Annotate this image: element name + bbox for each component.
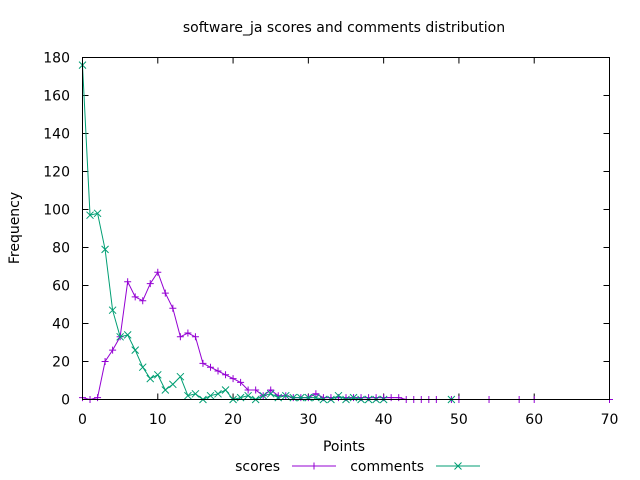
x-axis-label: Points bbox=[323, 439, 365, 455]
data-point-comments bbox=[123, 331, 132, 339]
data-point-comments bbox=[266, 389, 275, 398]
x-tick-label: 40 bbox=[375, 412, 393, 428]
x-tick-label: 20 bbox=[224, 412, 242, 428]
data-point-comments bbox=[214, 389, 222, 398]
series-line-comments bbox=[82, 65, 452, 401]
y-tick-label: 180 bbox=[43, 51, 70, 67]
data-point-comments bbox=[191, 389, 200, 398]
data-point-scores bbox=[154, 268, 162, 276]
y-axis-label: Frequency bbox=[7, 192, 23, 264]
data-point-comments bbox=[281, 391, 290, 400]
data-point-scores bbox=[169, 304, 177, 312]
data-point-comments bbox=[108, 306, 117, 315]
data-point-comments bbox=[93, 209, 102, 218]
legend-label-comments: comments bbox=[350, 459, 424, 475]
y-tick-label: 140 bbox=[43, 127, 70, 143]
data-point-comments bbox=[101, 245, 109, 254]
x-tick-label: 10 bbox=[149, 412, 167, 428]
data-point-scores bbox=[237, 378, 245, 386]
x-tick-label: 0 bbox=[78, 412, 87, 428]
data-point-comments bbox=[138, 363, 147, 372]
data-point-comments bbox=[146, 374, 155, 383]
data-point-scores bbox=[214, 367, 222, 375]
y-tick-label: 60 bbox=[52, 279, 70, 295]
plot-area bbox=[78, 61, 613, 404]
data-point-scores bbox=[267, 386, 275, 394]
data-point-scores bbox=[94, 394, 102, 402]
data-point-comments bbox=[176, 372, 185, 381]
data-point-scores bbox=[222, 371, 230, 379]
chart-title: software_ja scores and comments distribu… bbox=[183, 20, 505, 36]
y-tick-label: 0 bbox=[61, 393, 70, 409]
data-point-scores bbox=[124, 278, 132, 286]
series-line-scores bbox=[82, 271, 610, 401]
x-tick-label: 70 bbox=[601, 412, 619, 428]
data-point-scores bbox=[229, 375, 237, 383]
data-point-comments bbox=[206, 391, 215, 400]
data-point-scores bbox=[252, 386, 260, 394]
data-point-scores bbox=[139, 297, 147, 305]
data-point-scores bbox=[312, 390, 320, 398]
data-point-scores bbox=[146, 280, 154, 288]
data-point-scores bbox=[161, 289, 169, 297]
y-tick-label: 100 bbox=[43, 203, 70, 219]
data-point-comments bbox=[221, 386, 230, 394]
data-point-comments bbox=[86, 211, 94, 220]
data-point-scores bbox=[387, 394, 395, 402]
data-point-scores bbox=[206, 363, 214, 371]
plot-frame bbox=[82, 57, 610, 400]
data-point-scores bbox=[191, 333, 199, 341]
series-scores bbox=[79, 268, 613, 403]
data-point-comments bbox=[244, 391, 252, 400]
data-point-comments bbox=[334, 391, 343, 400]
legend-marker-scores bbox=[310, 462, 318, 470]
data-point-scores bbox=[131, 293, 139, 301]
legend-marker-comments bbox=[454, 462, 462, 470]
data-point-comments bbox=[131, 346, 140, 354]
series-comments bbox=[78, 61, 456, 404]
data-point-comments bbox=[161, 386, 170, 394]
x-tick-label: 30 bbox=[299, 412, 317, 428]
data-point-comments bbox=[184, 391, 192, 400]
y-tick-label: 120 bbox=[43, 165, 70, 181]
y-tick-label: 160 bbox=[43, 89, 70, 105]
data-point-scores bbox=[184, 329, 192, 337]
legend: scores comments bbox=[235, 459, 480, 475]
data-point-scores bbox=[176, 333, 184, 341]
data-point-comments bbox=[236, 393, 245, 402]
y-tick-label: 20 bbox=[52, 355, 70, 371]
data-point-scores bbox=[395, 394, 403, 402]
x-tick-label: 50 bbox=[450, 412, 468, 428]
data-point-scores bbox=[109, 346, 117, 354]
data-point-scores bbox=[244, 386, 252, 394]
legend-label-scores: scores bbox=[235, 459, 280, 475]
data-point-comments bbox=[116, 332, 124, 341]
y-tick-label: 80 bbox=[52, 241, 70, 257]
y-tick-label: 40 bbox=[52, 317, 70, 333]
axis-ticks: 0 10 20 30 40 50 60 70 0 20 40 60 80 100 120 140 160 180 bbox=[43, 51, 618, 429]
data-point-scores bbox=[101, 358, 109, 365]
data-point-comments bbox=[153, 370, 162, 379]
x-tick-label: 60 bbox=[525, 412, 543, 428]
data-point-scores bbox=[199, 359, 207, 367]
data-point-comments bbox=[168, 380, 177, 389]
data-point-comments bbox=[259, 391, 268, 400]
